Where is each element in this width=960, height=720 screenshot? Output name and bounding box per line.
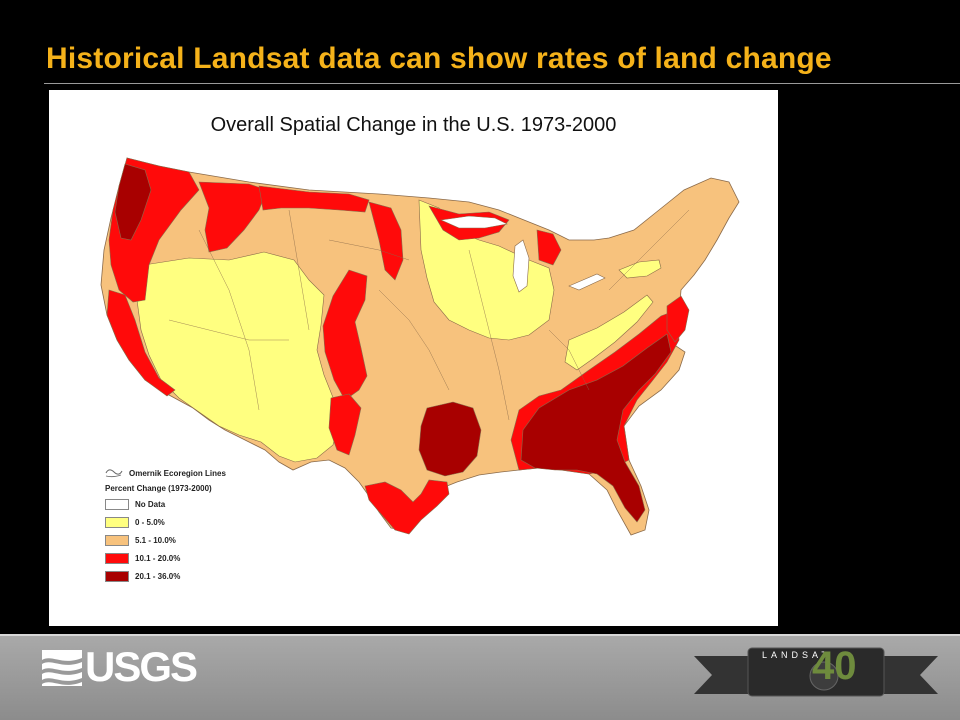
map-title: Overall Spatial Change in the U.S. 1973-…	[210, 114, 617, 136]
california-coast-high-change	[106, 289, 176, 397]
montana-belt-high-change	[258, 185, 370, 213]
lake-superior	[439, 215, 508, 229]
legend-swatch	[105, 516, 129, 528]
texas-gulf-high-change	[364, 479, 450, 535]
landsat-ribbon	[694, 647, 938, 697]
legend-item-5-10: 5.1 - 10.0%	[105, 531, 226, 549]
michigan-high-change	[536, 229, 562, 266]
legend-swatch	[105, 498, 129, 510]
usgs-logo-text: USGS	[85, 643, 198, 690]
landsat-anniversary-number: 40	[812, 644, 857, 688]
usgs-wave-icon	[42, 650, 82, 686]
legend-heading: Percent Change (1973-2000)	[105, 484, 212, 493]
title-divider	[44, 83, 960, 84]
legend-label: 10.1 - 20.0%	[135, 553, 181, 563]
legend-swatch	[105, 552, 129, 564]
legend-item-0-5: 0 - 5.0%	[105, 513, 226, 531]
map-legend: Omernik Ecoregion Lines Percent Change (…	[105, 466, 226, 585]
ecoregion-lines	[168, 209, 690, 421]
ecoregion-line-icon	[105, 469, 123, 478]
legend-label: 0 - 5.0%	[135, 517, 165, 527]
minnesota-high-change	[368, 201, 404, 281]
legend-ecoregion-label: Omernik Ecoregion Lines	[129, 468, 226, 478]
appalachian-low-change	[564, 294, 654, 371]
legend-swatch	[105, 534, 129, 546]
legend-item-10-20: 10.1 - 20.0%	[105, 549, 226, 567]
legend-swatch	[105, 570, 129, 582]
legend-item-20-36: 20.1 - 36.0%	[105, 567, 226, 585]
legend-label: 20.1 - 36.0%	[135, 571, 181, 581]
landsat-label: LANDSAT	[762, 650, 831, 660]
globe-icon	[809, 661, 839, 691]
northeast-low-change	[618, 259, 662, 279]
slide-title: Historical Landsat data can show rates o…	[46, 42, 832, 75]
legend-label: No Data	[135, 499, 166, 509]
lake-michigan	[512, 239, 530, 293]
plains-high-change	[322, 269, 368, 401]
northern-rockies-high-change	[198, 181, 268, 253]
mississippi-delta-very-high	[418, 401, 482, 477]
oklahoma-high-change	[328, 393, 362, 456]
map-panel: Overall Spatial Change in the U.S. 1973-…	[49, 90, 778, 626]
west-low-change	[136, 251, 340, 463]
legend-label: 5.1 - 10.0%	[135, 535, 176, 545]
us-change-map	[100, 157, 740, 536]
legend-item-no-data: No Data	[105, 495, 226, 513]
mid-atlantic-high-change	[666, 295, 690, 343]
legend-ecoregion: Omernik Ecoregion Lines	[105, 466, 226, 480]
footer-divider	[0, 634, 960, 636]
coastal-plain-very-high	[520, 333, 672, 523]
pacific-coast-very-high	[114, 163, 152, 241]
lake-erie	[568, 273, 606, 291]
